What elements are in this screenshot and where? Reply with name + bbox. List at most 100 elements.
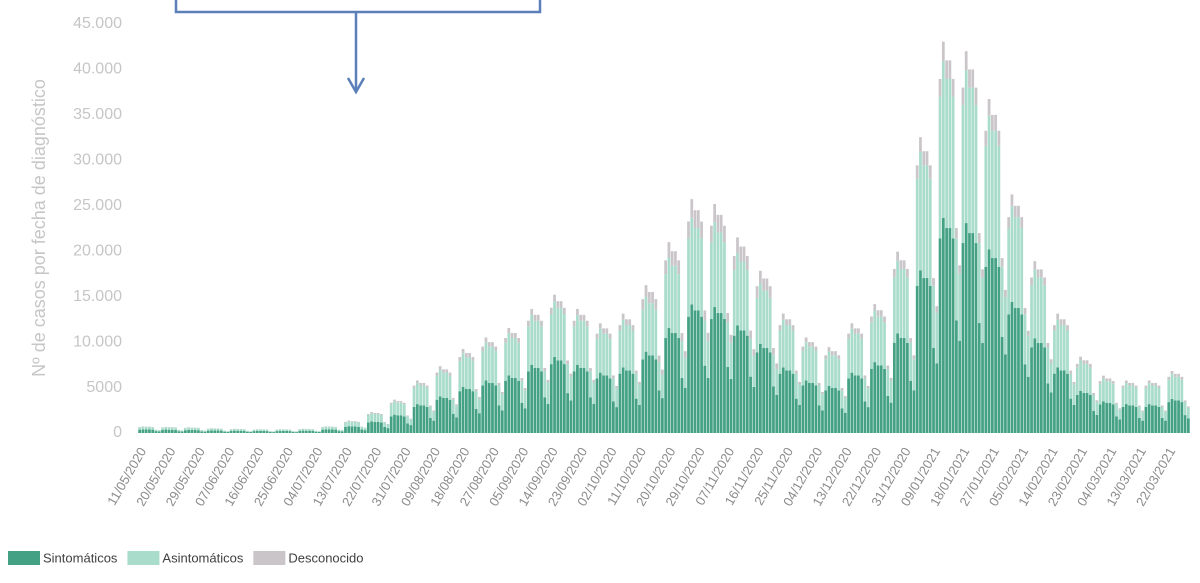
y-tick-label: 0 bbox=[113, 424, 122, 441]
bar-segment bbox=[242, 430, 246, 433]
bar-segment bbox=[442, 372, 445, 399]
bar-segment bbox=[870, 322, 873, 369]
bar-segment bbox=[592, 403, 596, 433]
bar-segment bbox=[628, 325, 632, 371]
bar-segment bbox=[955, 320, 958, 433]
bar-segment bbox=[314, 430, 318, 432]
bar-segment bbox=[161, 427, 164, 430]
bar-segment bbox=[899, 260, 903, 269]
bar-segment bbox=[945, 228, 948, 433]
bar-segment bbox=[344, 422, 347, 427]
bar-segment bbox=[651, 303, 654, 356]
bar-segment bbox=[566, 360, 569, 365]
bar-segment bbox=[915, 285, 919, 433]
bar-segment bbox=[1170, 371, 1174, 375]
bar-segment bbox=[1056, 313, 1060, 320]
bar-segment bbox=[899, 338, 903, 433]
bar-segment bbox=[843, 412, 847, 433]
bar-segment bbox=[1026, 335, 1030, 377]
bar-segment bbox=[651, 292, 654, 304]
bar-segment bbox=[598, 372, 602, 433]
bar-segment bbox=[265, 429, 269, 432]
bar-segment bbox=[298, 429, 302, 431]
bar-segment bbox=[1151, 385, 1154, 406]
bar-segment bbox=[1020, 314, 1024, 433]
y-tick-label: 20.000 bbox=[73, 242, 122, 259]
bar-segment bbox=[226, 431, 230, 432]
bar-segment bbox=[605, 375, 609, 433]
bar-segment bbox=[860, 338, 864, 379]
bar-segment bbox=[631, 325, 635, 331]
bar-segment bbox=[402, 402, 406, 405]
bar-segment bbox=[690, 304, 694, 433]
bar-segment bbox=[161, 429, 164, 433]
bar-segment bbox=[1151, 382, 1154, 386]
bar-segment bbox=[1180, 379, 1184, 403]
bar-segment bbox=[497, 382, 501, 386]
bar-segment bbox=[579, 314, 583, 321]
bar-segment bbox=[1062, 319, 1066, 326]
bar-segment bbox=[1137, 405, 1141, 407]
bar-segment bbox=[249, 431, 253, 433]
bar-segment bbox=[533, 314, 537, 321]
bar-segment bbox=[589, 368, 592, 372]
bar-segment bbox=[1017, 217, 1020, 309]
bar-segment bbox=[602, 375, 605, 433]
bar-segment bbox=[638, 384, 641, 405]
bar-segment bbox=[507, 375, 511, 433]
bar-segment bbox=[1164, 411, 1167, 421]
bar-segment bbox=[938, 78, 942, 97]
bar-segment bbox=[415, 404, 419, 433]
bar-segment bbox=[1062, 370, 1066, 433]
bar-segment bbox=[419, 405, 422, 433]
bar-segment bbox=[373, 414, 377, 423]
bar-segment bbox=[981, 343, 984, 433]
bar-segment bbox=[951, 96, 955, 239]
bar-segment bbox=[285, 431, 289, 433]
bar-segment bbox=[892, 268, 896, 278]
bar-segment bbox=[435, 399, 439, 433]
bar-segment bbox=[151, 427, 155, 430]
bar-segment bbox=[295, 431, 298, 433]
bar-segment bbox=[700, 221, 703, 239]
bar-segment bbox=[899, 268, 903, 339]
bar-segment bbox=[634, 398, 638, 433]
bar-segment bbox=[621, 367, 625, 433]
bar-segment bbox=[589, 397, 592, 433]
bar-segment bbox=[148, 426, 151, 430]
bar-segment bbox=[543, 397, 547, 433]
bar-segment bbox=[961, 87, 965, 105]
bar-segment bbox=[180, 430, 184, 432]
bar-segment bbox=[834, 388, 837, 433]
bar-segment bbox=[406, 423, 409, 433]
bar-segment bbox=[1082, 363, 1086, 394]
bar-segment bbox=[935, 306, 939, 313]
bar-segment bbox=[974, 104, 978, 244]
bar-segment bbox=[732, 335, 736, 433]
bar-segment bbox=[808, 383, 811, 433]
bar-segment bbox=[990, 114, 994, 131]
bar-segment bbox=[200, 431, 204, 433]
bar-segment bbox=[484, 337, 488, 343]
bar-segment bbox=[373, 413, 377, 415]
bar-segment bbox=[703, 320, 707, 366]
bar-segment bbox=[1134, 387, 1138, 407]
bar-segment bbox=[484, 342, 488, 381]
bar-segment bbox=[144, 429, 148, 433]
bar-segment bbox=[500, 392, 504, 395]
bar-segment bbox=[383, 422, 387, 423]
bar-segment bbox=[311, 429, 315, 431]
bar-segment bbox=[660, 398, 664, 433]
bar-segment bbox=[288, 429, 292, 432]
bar-segment bbox=[331, 429, 334, 433]
bar-segment bbox=[1170, 374, 1174, 399]
bar-segment bbox=[324, 429, 328, 433]
bar-segment bbox=[157, 431, 161, 433]
bar-segment bbox=[1157, 406, 1161, 433]
bar-segment bbox=[896, 251, 899, 261]
bar-segment bbox=[1085, 360, 1089, 364]
bar-segment bbox=[772, 348, 775, 355]
bar-segment bbox=[621, 313, 625, 320]
bar-segment bbox=[1167, 379, 1171, 403]
bar-segment bbox=[987, 115, 991, 250]
